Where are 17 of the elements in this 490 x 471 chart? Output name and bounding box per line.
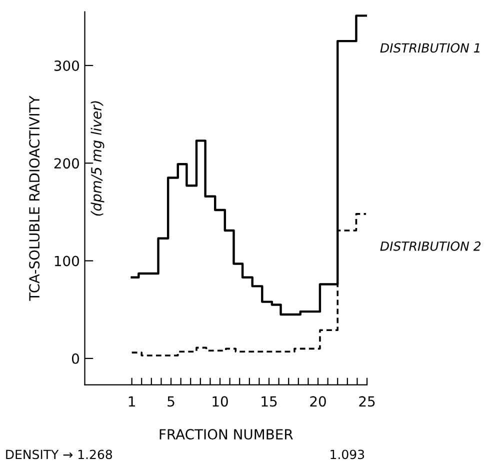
x-tick-label: 25	[359, 396, 375, 407]
text: DENSITY → 1.268	[6, 450, 112, 460]
y-axis-title: TCA-SOLUBLE RADIOACTIVITY	[29, 96, 40, 301]
y-tick-label: 0	[72, 353, 79, 364]
text: DISTRIBUTION 2	[380, 241, 481, 251]
x-tick-label: 10	[212, 396, 228, 407]
series-label: DISTRIBUTION 1	[380, 43, 480, 53]
annotation: (dpm/5 mg liver)	[90, 101, 104, 216]
text: 1.093	[330, 450, 364, 460]
y-tick-label: 100	[54, 256, 79, 266]
x-tick-label: 1	[128, 396, 135, 406]
y-tick-label: 300	[54, 60, 79, 71]
y-tick-label: 200	[54, 158, 79, 169]
x-axis-title: FRACTION NUMBER	[160, 429, 293, 440]
x-tick-label: 20	[310, 396, 326, 407]
x-tick-label: 5	[168, 396, 174, 407]
x-tick-label: 15	[262, 396, 277, 407]
